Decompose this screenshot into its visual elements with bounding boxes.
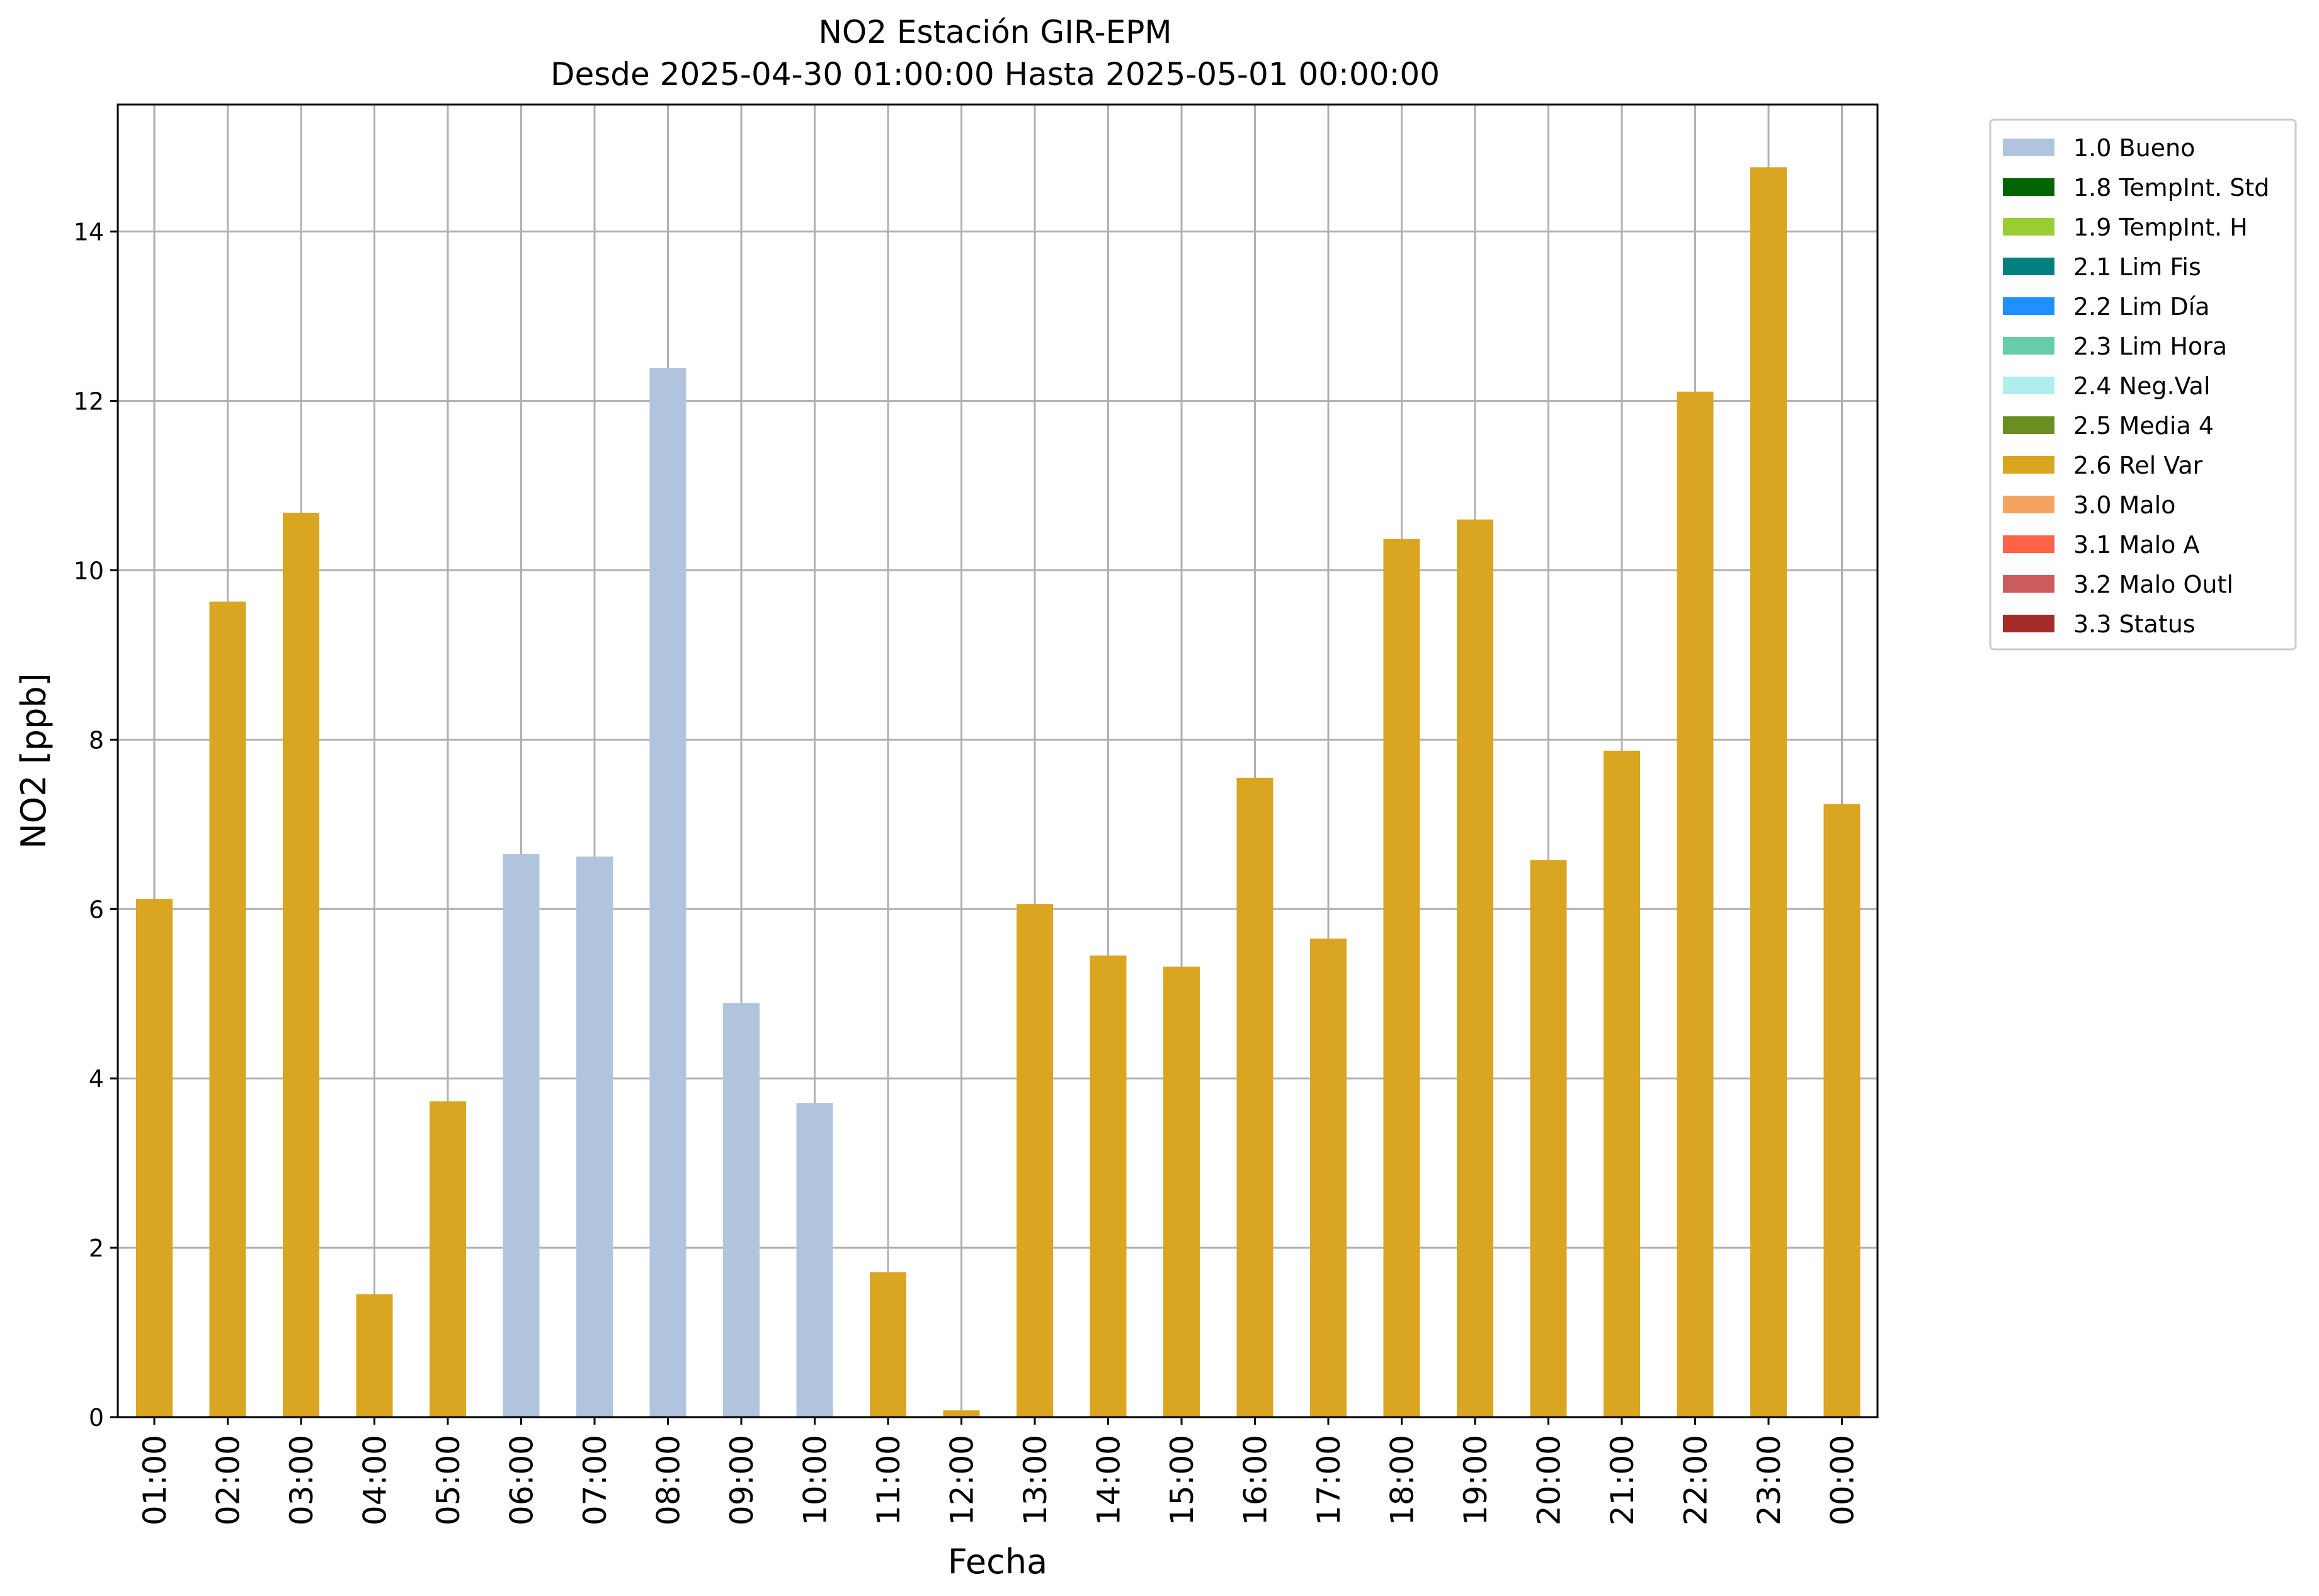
- bar: [1163, 966, 1200, 1417]
- bar: [1530, 860, 1567, 1417]
- legend-swatch: [2003, 218, 2054, 236]
- y-tick-label: 12: [74, 388, 104, 416]
- legend-entry: 3.3 Status: [2073, 610, 2196, 638]
- y-axis-ticks: 0 2 4 6 8 10 12 14: [74, 219, 118, 1432]
- bar: [576, 856, 613, 1417]
- legend-swatch: [2003, 416, 2054, 434]
- x-tick-label: 01:00: [137, 1435, 173, 1525]
- bar: [1310, 938, 1347, 1417]
- x-axis-label: Fecha: [948, 1542, 1047, 1582]
- x-tick-label: 03:00: [283, 1435, 320, 1525]
- y-tick-label: 6: [89, 896, 104, 923]
- bar: [943, 1410, 980, 1417]
- x-tick-label: 12:00: [944, 1435, 981, 1525]
- y-tick-label: 4: [89, 1065, 104, 1093]
- y-tick-label: 10: [74, 557, 104, 584]
- bar: [1457, 519, 1493, 1417]
- x-tick-label: 09:00: [724, 1435, 760, 1525]
- legend-entry: 2.4 Neg.Val: [2073, 372, 2210, 400]
- y-tick-label: 14: [74, 219, 104, 246]
- legend-entry: 2.5 Media 4: [2073, 412, 2214, 440]
- legend-swatch: [2003, 337, 2054, 355]
- bar: [503, 853, 540, 1417]
- legend-entry: 1.8 TempInt. Std: [2073, 174, 2269, 202]
- x-tick-label: 10:00: [797, 1435, 834, 1525]
- x-tick-label: 19:00: [1457, 1435, 1494, 1525]
- chart-subtitle: Desde 2025-04-30 01:00:00 Hasta 2025-05-…: [550, 56, 1440, 93]
- bar: [209, 601, 246, 1417]
- legend-entry: 1.9 TempInt. H: [2073, 214, 2248, 241]
- legend-swatch: [2003, 535, 2054, 553]
- x-tick-label: 00:00: [1825, 1435, 1861, 1525]
- bar: [356, 1294, 393, 1417]
- legend-swatch: [2003, 297, 2054, 315]
- x-tick-label: 16:00: [1238, 1435, 1274, 1525]
- legend-entry: 2.1 Lim Fis: [2073, 253, 2201, 281]
- bar: [283, 513, 319, 1417]
- bar: [136, 899, 173, 1417]
- legend-swatch: [2003, 139, 2054, 156]
- legend-entry: 1.0 Bueno: [2073, 134, 2195, 162]
- x-tick-label: 04:00: [357, 1435, 394, 1525]
- legend-swatch: [2003, 496, 2054, 513]
- x-tick-label: 06:00: [504, 1435, 540, 1525]
- bars: [136, 167, 1860, 1418]
- legend-swatch: [2003, 377, 2054, 394]
- x-tick-label: 15:00: [1164, 1435, 1200, 1525]
- x-tick-label: 02:00: [210, 1435, 247, 1525]
- legend-swatch: [2003, 575, 2054, 593]
- x-tick-label: 07:00: [577, 1435, 613, 1525]
- legend-entry: 2.6 Rel Var: [2073, 452, 2203, 479]
- bar: [1604, 750, 1640, 1417]
- y-tick-label: 2: [89, 1234, 104, 1262]
- legend-swatch: [2003, 456, 2054, 474]
- y-tick-label: 8: [89, 726, 104, 754]
- legend-swatch: [2003, 615, 2054, 632]
- legend: 1.0 Bueno 1.8 TempInt. Std 1.9 TempInt. H 2…: [1989, 118, 2297, 651]
- legend-entry: 3.0 Malo: [2073, 491, 2175, 519]
- y-tick-label: 0: [89, 1404, 104, 1432]
- plot-frame: [117, 103, 1879, 1418]
- x-tick-label: 22:00: [1678, 1435, 1714, 1525]
- bar: [649, 368, 687, 1417]
- x-axis-ticks: 01:00 02:00 03:00 04:00 05:00 06:00 07:00 08:00…: [137, 1417, 1861, 1525]
- bar: [1750, 167, 1787, 1418]
- bar: [870, 1272, 906, 1417]
- bar: [1236, 777, 1273, 1417]
- y-axis-label: NO2 [ppb]: [14, 673, 54, 848]
- legend-entry: 3.1 Malo A: [2073, 531, 2199, 559]
- bar: [1090, 955, 1127, 1417]
- legend-swatch: [2003, 258, 2054, 275]
- x-tick-label: 14:00: [1091, 1435, 1127, 1525]
- bar: [1017, 904, 1053, 1417]
- bar: [1823, 804, 1860, 1417]
- bar: [723, 1003, 760, 1417]
- x-tick-label: 23:00: [1751, 1435, 1787, 1525]
- x-tick-label: 21:00: [1604, 1435, 1641, 1525]
- legend-entry: 2.2 Lim Día: [2073, 293, 2209, 321]
- legend-box: [1989, 118, 2297, 651]
- x-tick-label: 17:00: [1311, 1435, 1347, 1525]
- bar: [1677, 391, 1714, 1417]
- bar: [796, 1103, 833, 1417]
- legend-entry: 3.2 Malo Outl: [2073, 571, 2233, 598]
- bar: [1383, 539, 1420, 1417]
- legend-swatch: [2003, 178, 2054, 196]
- legend-entry: 2.3 Lim Hora: [2073, 333, 2227, 360]
- x-tick-label: 08:00: [651, 1435, 687, 1525]
- bar: [430, 1101, 466, 1417]
- x-tick-label: 11:00: [870, 1435, 907, 1525]
- chart-title: NO2 Estación GIR-EPM: [818, 14, 1171, 50]
- x-tick-label: 05:00: [430, 1435, 467, 1525]
- x-tick-label: 18:00: [1384, 1435, 1421, 1525]
- x-tick-label: 20:00: [1531, 1435, 1568, 1525]
- x-tick-label: 13:00: [1017, 1435, 1054, 1525]
